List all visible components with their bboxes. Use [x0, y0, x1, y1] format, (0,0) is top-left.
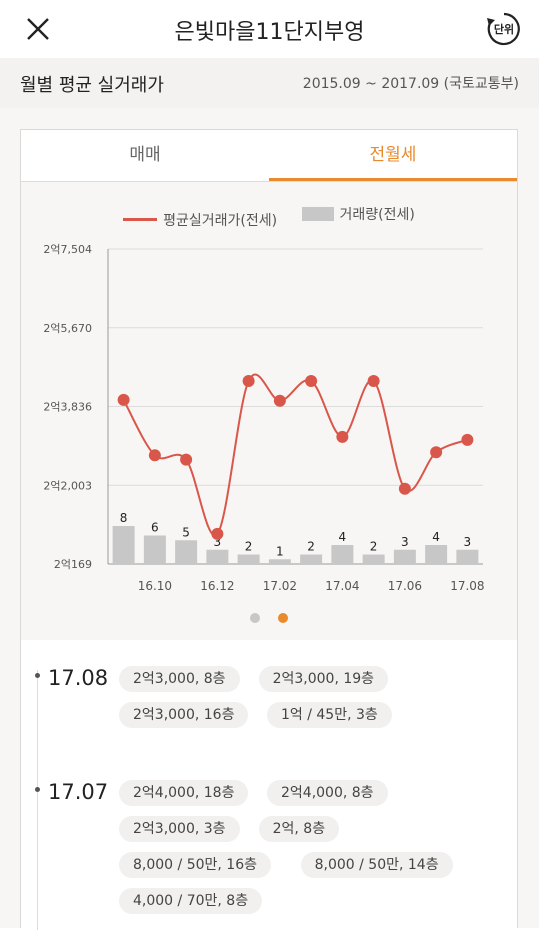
chart-legend: 평균실거래가(전세) 거래량(전세)	[21, 204, 517, 230]
legend-line-label: 평균실거래가(전세)	[163, 212, 278, 229]
volume-bar	[112, 526, 135, 564]
price-point	[148, 449, 161, 462]
price-point	[461, 433, 474, 446]
legend-bar-swatch	[301, 207, 334, 221]
volume-label: 3	[464, 535, 472, 549]
timeline-line	[37, 670, 38, 930]
legend-item-bar: 거래량(전세)	[301, 204, 415, 224]
volume-bar	[456, 549, 479, 564]
x-tick-label: 17.02	[263, 579, 297, 593]
x-tick-label: 17.04	[325, 579, 359, 593]
legend-bar-label: 거래량(전세)	[339, 207, 415, 223]
chart-area: 평균실거래가(전세) 거래량(전세) 2억7,504 2억5,670 2억3,836…	[21, 182, 517, 640]
transaction-chip[interactable]: 1억 / 45만, 3층	[267, 702, 392, 728]
volume-label: 6	[151, 521, 159, 535]
volume-label: 8	[120, 511, 128, 525]
refresh-icon	[487, 12, 520, 46]
date-range: 2015.09 ~ 2017.09 (국토교통부)	[302, 76, 519, 92]
transaction-chip[interactable]: 2억4,000, 8층	[267, 780, 388, 806]
timeline-bullet	[35, 786, 40, 792]
top-bar: 은빛마을11단지부영 단위	[0, 0, 539, 59]
transaction-chip[interactable]: 8,000 / 50만, 16층	[119, 852, 271, 878]
volume-label: 3	[401, 535, 409, 549]
transaction-list: 17.08 2억3,000, 8층 2억3,000, 19층 2억3,000, 16층…	[21, 640, 517, 940]
price-card: 매매 전월세 평균실거래가(전세) 거래량(전세) 2억7,504 2억5,670…	[20, 129, 518, 940]
y-tick-label: 2억3,836	[43, 401, 92, 414]
unit-label: 단위	[493, 23, 515, 36]
price-line	[122, 373, 468, 537]
x-tick-label: 16.10	[138, 579, 172, 593]
tab-sale[interactable]: 매매	[129, 145, 161, 165]
price-point	[117, 393, 130, 406]
pager-dot-1[interactable]	[250, 613, 261, 623]
transaction-chip[interactable]: 2억, 8층	[258, 816, 340, 842]
volume-label: 3	[214, 535, 222, 549]
price-point	[430, 446, 443, 459]
volume-bar	[425, 545, 448, 564]
price-point	[180, 453, 193, 466]
price-point	[211, 527, 224, 540]
tab-bar: 매매 전월세	[21, 130, 517, 182]
volume-label: 2	[370, 540, 378, 554]
price-point	[273, 394, 286, 407]
volume-label: 1	[276, 544, 284, 558]
transaction-chip[interactable]: 8,000 / 50만, 14층	[300, 852, 453, 878]
close-button[interactable]	[22, 13, 54, 45]
legend-item-line: 평균실거래가(전세)	[123, 210, 277, 230]
pager-dot-2[interactable]	[277, 613, 288, 623]
volume-label: 4	[432, 530, 440, 544]
transaction-chip[interactable]: 2억3,000, 3층	[119, 816, 240, 842]
chart-pager	[21, 608, 517, 627]
y-tick-label: 2억5,670	[43, 322, 92, 335]
price-point	[242, 375, 255, 388]
close-icon	[27, 18, 49, 40]
price-chart: 2억7,504 2억5,670 2억3,836 2억2,003 2억169 8 6 5 3 2 1 2…	[43, 243, 484, 593]
timeline-bullet	[35, 672, 40, 678]
section-title: 월별 평균 실거래가	[20, 75, 164, 96]
price-point	[367, 375, 380, 388]
volume-bar	[175, 540, 198, 564]
volume-label: 2	[245, 540, 253, 554]
transaction-chip[interactable]: 2억3,000, 8층	[119, 666, 240, 692]
volume-label: 5	[182, 525, 190, 539]
y-tick-label: 2억169	[54, 558, 92, 571]
price-point	[398, 482, 411, 495]
transaction-chip[interactable]: 2억3,000, 19층	[258, 666, 389, 692]
price-point	[336, 430, 349, 443]
page-title: 은빛마을11단지부영	[174, 20, 365, 45]
y-tick-label: 2억2,003	[43, 479, 92, 492]
x-tick-label: 17.06	[388, 579, 422, 593]
transaction-chip[interactable]: 2억3,000, 16층	[119, 702, 249, 728]
x-tick-label: 17.08	[450, 579, 484, 593]
month-text: 17.07	[48, 780, 109, 804]
volume-label: 2	[307, 540, 315, 554]
transaction-chip[interactable]: 2억4,000, 18층	[119, 780, 249, 806]
month-label: 17.08	[35, 666, 108, 690]
legend-line-swatch	[123, 218, 158, 221]
month-label: 17.07	[35, 780, 108, 804]
month-text: 17.08	[48, 666, 109, 690]
y-tick-label: 2억7,504	[43, 243, 92, 256]
x-tick-label: 16.12	[200, 579, 234, 593]
volume-bar	[143, 535, 166, 564]
volume-bar	[393, 549, 416, 564]
price-point	[305, 375, 318, 388]
volume-bar	[268, 559, 291, 564]
transaction-chip[interactable]: 4,000 / 70만, 8층	[119, 888, 263, 914]
tab-rent[interactable]: 전월세	[269, 130, 517, 181]
section-header: 월별 평균 실거래가 2015.09 ~ 2017.09 (국토교통부)	[0, 58, 539, 108]
volume-label: 4	[339, 530, 347, 544]
unit-toggle-button[interactable]: 단위	[485, 10, 523, 48]
volume-bar	[206, 549, 229, 564]
volume-bar	[300, 554, 323, 564]
volume-bar	[362, 554, 385, 564]
volume-bar	[331, 545, 354, 564]
volume-bar	[237, 554, 260, 564]
